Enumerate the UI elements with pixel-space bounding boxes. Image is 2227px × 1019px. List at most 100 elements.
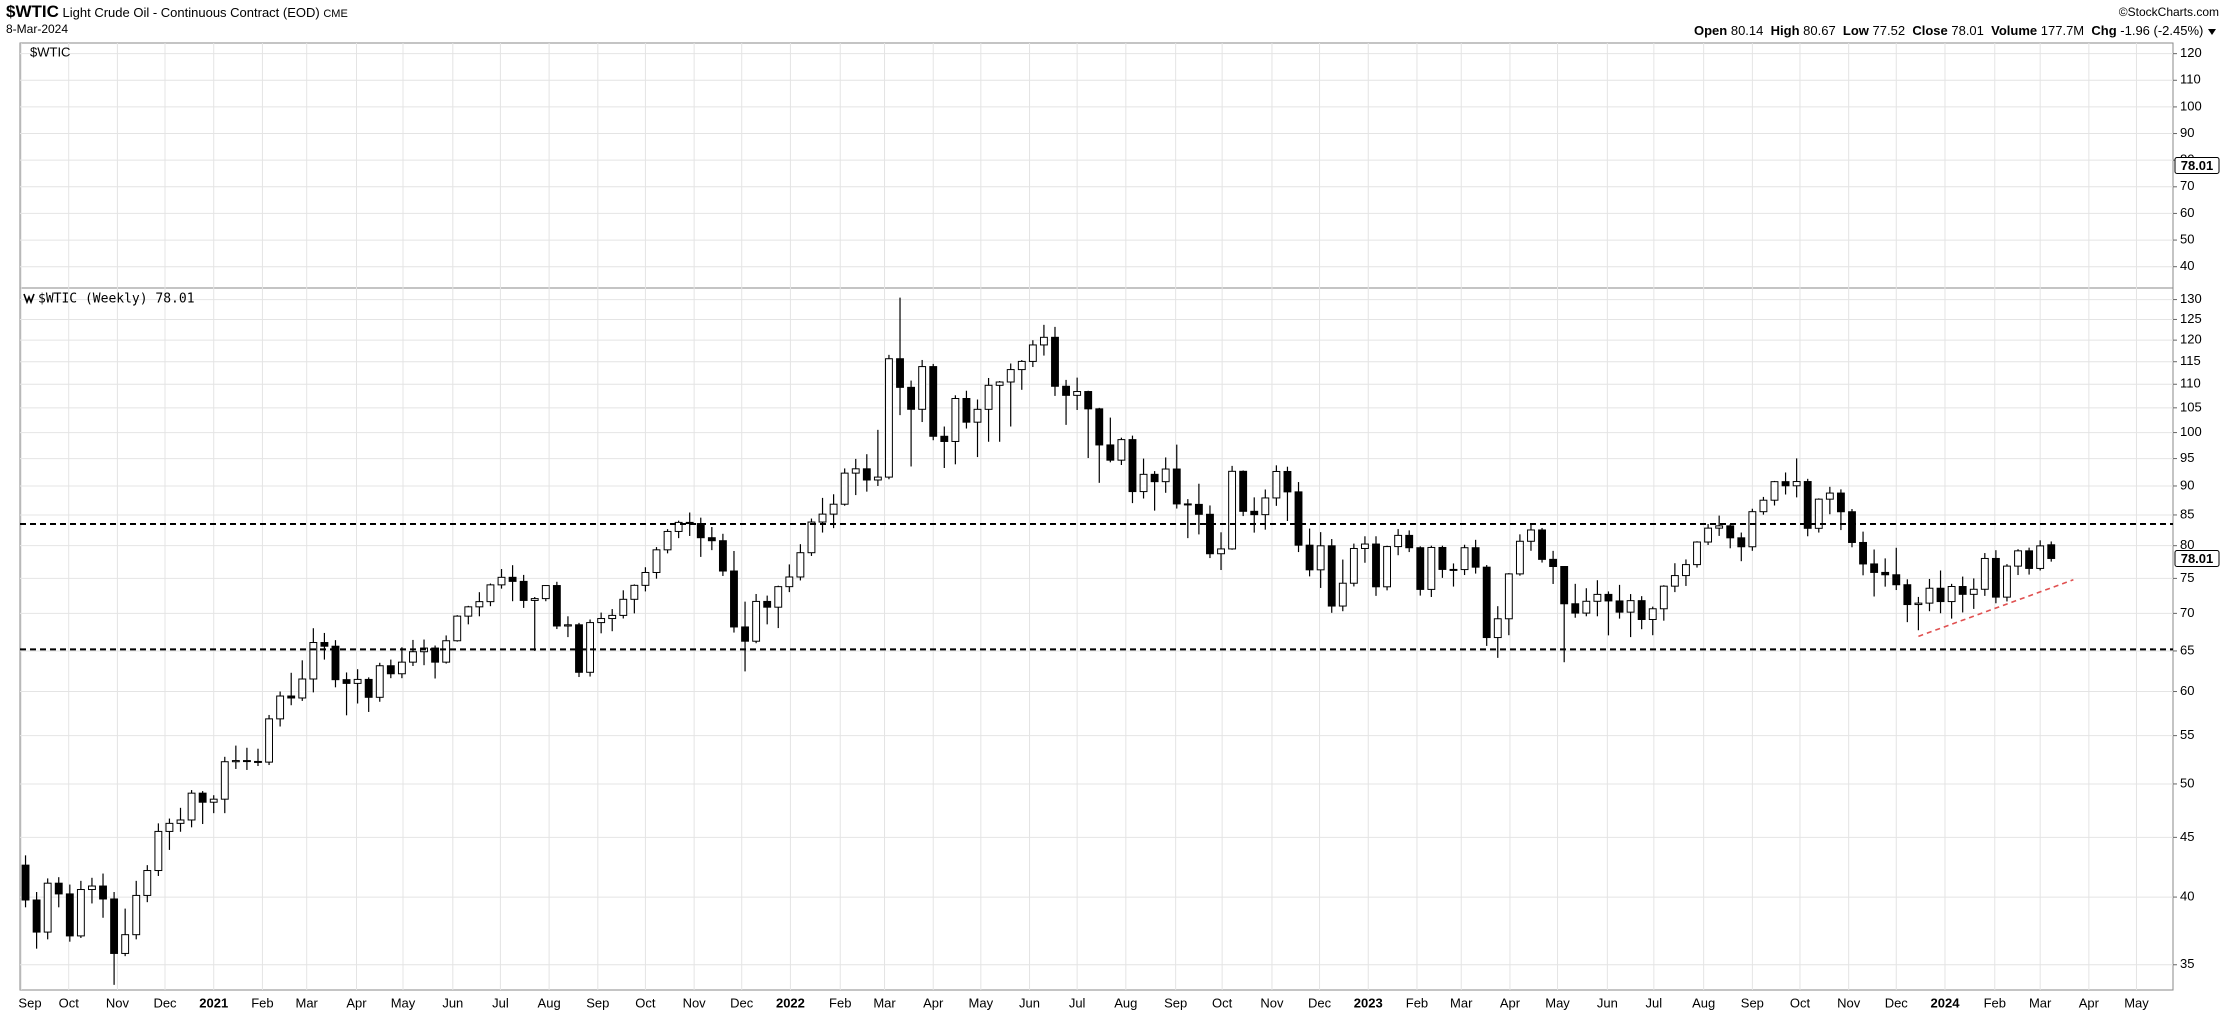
candle-body — [187, 792, 196, 821]
candle-body — [973, 408, 982, 423]
last-value-marker — [2174, 549, 2220, 567]
x-tick-label: Oct — [1212, 995, 1233, 1010]
candle-body — [1383, 546, 1392, 588]
candle-body — [685, 521, 694, 525]
candle-body — [1682, 564, 1690, 577]
labels: $WTIC $WTIC (Weekly) 78.01 40 50 60 70 80 90 1… — [18, 44, 2220, 1010]
candle-body — [951, 398, 960, 442]
x-tick-label: Apr — [2079, 995, 2100, 1010]
candle-body — [1659, 585, 1668, 610]
candle-body — [1803, 481, 1812, 529]
candle-body — [342, 679, 351, 684]
candle-body — [276, 695, 285, 720]
x-tick-label: 2021 — [199, 995, 228, 1010]
candle-body — [1969, 588, 1978, 595]
candle-body — [1859, 541, 1867, 565]
candle-body — [1571, 603, 1580, 614]
candle-body — [1836, 492, 1845, 513]
x-tick-label: Aug — [1692, 995, 1715, 1010]
candle-body — [2014, 550, 2022, 567]
candle-body — [1239, 470, 1248, 512]
candle-body — [796, 552, 805, 578]
candle-body — [818, 513, 827, 523]
candle-body — [1538, 529, 1546, 560]
y-tick-label: 80 — [2180, 537, 2194, 552]
candle-body — [552, 585, 561, 627]
x-tick-label: Dec — [730, 995, 754, 1010]
top-panel-frame — [19, 42, 2174, 289]
candle-body — [1316, 545, 1325, 571]
y-tick-label: 95 — [2180, 450, 2194, 465]
y-tick-label: 70 — [2180, 605, 2194, 620]
candle-body — [1648, 608, 1657, 620]
candle-body — [1427, 546, 1436, 590]
candle-body — [1892, 574, 1901, 586]
candle-body — [995, 381, 1004, 386]
candle-body — [1250, 510, 1259, 516]
candle-body — [1748, 511, 1757, 548]
candle-body — [1604, 593, 1613, 602]
stat-label: Open — [1693, 23, 1728, 38]
candle-body — [918, 366, 927, 410]
candle-body — [2047, 544, 2056, 559]
candle-body — [497, 576, 506, 586]
stat-value: 80.67 — [1803, 23, 1836, 38]
x-tick-label: Oct — [635, 995, 656, 1010]
last-value-marker — [2174, 156, 2220, 174]
y-tick-label: 120 — [2180, 45, 2202, 60]
panel-label: $WTIC — [30, 44, 70, 59]
candle-body — [1372, 543, 1380, 588]
date: 8-Mar-2024 — [6, 22, 69, 36]
candle-body — [65, 893, 74, 937]
candle-body — [1039, 336, 1048, 346]
candle-body — [1958, 586, 1967, 595]
candle-body — [630, 584, 639, 600]
candle-body — [2025, 550, 2034, 569]
stat-value: 77.52 — [1872, 23, 1906, 38]
main-panel-frame — [19, 287, 2174, 991]
candle-body — [442, 640, 451, 663]
candle-body — [397, 661, 406, 675]
candle-body — [1482, 566, 1491, 639]
candle-body — [475, 601, 484, 608]
candle-body — [663, 530, 672, 551]
source: ©StockCharts.com — [2118, 5, 2219, 19]
candle-body — [254, 760, 262, 763]
stat-value: -1.96 (-2.45%) — [2120, 23, 2204, 38]
candle-body — [619, 598, 628, 616]
x-tick-label: Feb — [251, 995, 273, 1010]
x-tick-label: Sep — [586, 995, 609, 1010]
candle-body — [176, 819, 185, 824]
y-tick-label: 70 — [2180, 178, 2194, 193]
x-tick-label: Nov — [683, 995, 707, 1010]
candle-body — [1903, 584, 1912, 606]
candle-body — [1449, 568, 1458, 571]
x-tick-label: Jun — [1597, 995, 1618, 1010]
candle-body — [1615, 600, 1624, 613]
candle-body — [829, 503, 838, 515]
y-tick-label: 55 — [2180, 727, 2194, 742]
candle-body — [1814, 498, 1823, 529]
x-tick-label: Oct — [59, 995, 80, 1010]
stat-value: 78.01 — [1951, 23, 1984, 38]
x-tick-label: Mar — [2029, 995, 2052, 1010]
candle-body — [1028, 344, 1037, 362]
candle-body — [1062, 385, 1070, 396]
x-tick-label: Dec — [153, 995, 177, 1010]
y-tick-label: 60 — [2180, 683, 2194, 698]
symbol-icon — [23, 293, 35, 305]
y-tick-label: 115 — [2180, 353, 2201, 368]
chart-title: $WTIC (Weekly) 78.01 — [38, 292, 195, 307]
candle-body — [1361, 543, 1369, 549]
y-tick-label: 50 — [2180, 775, 2194, 790]
stat-label: High — [1770, 23, 1800, 38]
candle-body — [132, 894, 141, 936]
candle-body — [1582, 600, 1591, 614]
candle-body — [43, 882, 52, 933]
x-tick-label: Jun — [442, 995, 463, 1010]
candle-body — [597, 618, 606, 624]
trend-line — [1918, 579, 2074, 638]
candle-body — [1515, 540, 1524, 575]
candle-body — [1870, 563, 1879, 573]
x-tick-label: Oct — [1790, 995, 1811, 1010]
